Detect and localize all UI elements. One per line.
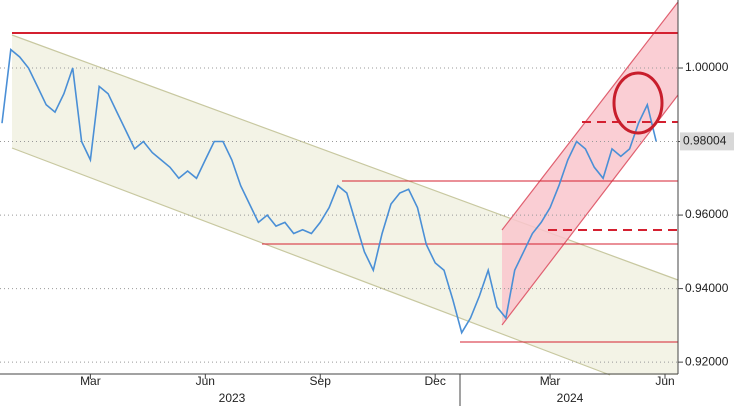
year-label: 2024 bbox=[557, 391, 584, 405]
x-tick-label: Dec bbox=[424, 374, 445, 388]
price-line bbox=[1, 48, 657, 335]
x-tick-label: Jun bbox=[196, 374, 215, 388]
x-tick-label: Mar bbox=[540, 374, 561, 388]
year-label: 2023 bbox=[219, 391, 246, 405]
x-tick-label: Jun bbox=[655, 374, 674, 388]
plot bbox=[0, 48, 678, 363]
y-tick-label: 0.96000 bbox=[685, 207, 729, 221]
y-tick-label: 0.92000 bbox=[685, 354, 729, 368]
y-tick-label: 1.00000 bbox=[685, 60, 729, 74]
highlight-circle bbox=[612, 71, 664, 135]
last-price-box bbox=[680, 132, 734, 151]
up-channel-lower bbox=[501, 94, 679, 326]
x-tick-label: Sep bbox=[310, 374, 332, 388]
y-tick-label: 0.94000 bbox=[685, 281, 729, 295]
annotations bbox=[11, 1, 679, 376]
last-price-label: 0.98004 bbox=[683, 134, 727, 148]
x-tick-label: Mar bbox=[80, 374, 101, 388]
up-channel-upper bbox=[501, 1, 679, 231]
channel-lower bbox=[11, 147, 611, 376]
